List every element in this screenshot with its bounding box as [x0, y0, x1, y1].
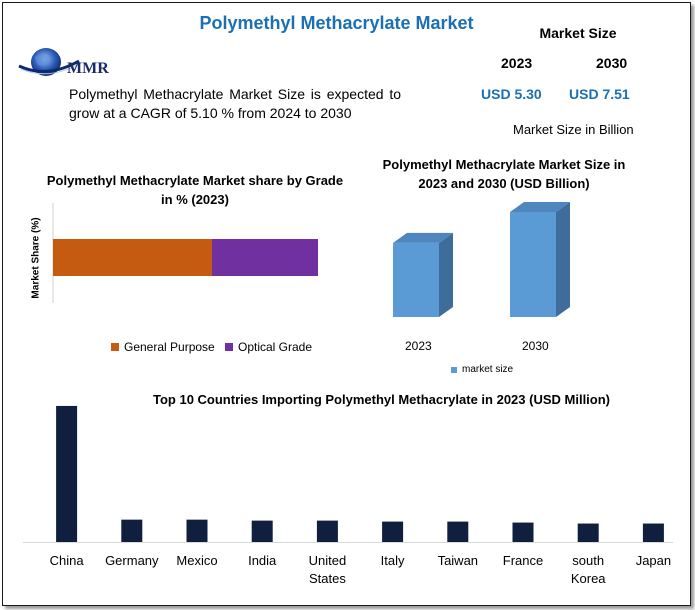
legend-market-size: market size [451, 364, 513, 375]
import-bar-taiwan [447, 521, 469, 542]
import-tick-label-mexico: Mexico [176, 553, 217, 568]
share-chart-title: Polymethyl Methacrylate Market share by … [46, 173, 344, 207]
import-bar-italy [382, 521, 404, 542]
share-bar-optical-grade [212, 239, 318, 276]
import-bar-china [56, 405, 78, 542]
import-tick-label-south-korea: south Korea [571, 553, 606, 586]
market-size-value-start: USD 5.30 [481, 86, 542, 102]
size-tick-label-2030: 2030 [522, 339, 549, 353]
market-size-value-end: USD 7.51 [569, 86, 630, 102]
import-chart: China Germany Mexico India United States Italy… [23, 405, 673, 586]
market-size-title: Market Size [539, 25, 617, 41]
legend-optical-grade: Optical Grade [225, 340, 312, 354]
import-tick-label-germany: Germany [105, 553, 159, 568]
import-bar-south-korea [577, 523, 599, 542]
size-bar-side-2030 [556, 202, 570, 317]
intro-text: Polymethyl Methacrylate Market Size is e… [69, 86, 401, 121]
import-tick-label-france: France [503, 553, 543, 568]
import-bar-france [512, 522, 534, 542]
size-bar-2023 [393, 242, 439, 317]
legend-label-market-size: market size [462, 364, 514, 375]
import-tick-label-taiwan: Taiwan [438, 553, 478, 568]
import-bar-united-states [316, 520, 338, 542]
import-bar-india [251, 520, 273, 542]
logo-text: MMR [67, 60, 109, 77]
market-size-year-end: 2030 [596, 55, 628, 71]
size-chart: 2023 2030 [393, 202, 570, 353]
legend-label-general-purpose: General Purpose [124, 340, 215, 354]
import-tick-label-japan: Japan [636, 553, 671, 568]
share-chart-ylabel: Market Share (%) [30, 217, 42, 299]
import-chart-title: Top 10 Countries Importing Polymethyl Me… [153, 392, 610, 407]
size-bar-2030 [510, 212, 556, 317]
size-bar-side-2023 [439, 232, 453, 317]
size-chart-title: Polymethyl Methacrylate Market Size in 2… [382, 157, 626, 191]
import-tick-label-china: China [50, 553, 85, 568]
page-title: Polymethyl Methacrylate Market [199, 13, 474, 33]
legend-general-purpose: General Purpose [111, 340, 215, 354]
import-bar-japan [642, 523, 664, 542]
import-tick-label-united-states: United States [309, 553, 347, 586]
share-bar-general-purpose [53, 239, 212, 276]
import-tick-label-india: India [248, 553, 277, 568]
share-chart [52, 203, 318, 303]
market-size-year-start: 2023 [501, 55, 533, 71]
legend-swatch-general-purpose [111, 343, 119, 351]
market-size-unit: Market Size in Billion [513, 122, 634, 137]
import-bar-mexico [186, 519, 208, 542]
legend-swatch-market-size [451, 366, 457, 373]
size-bar-top-2030 [510, 202, 570, 212]
legend-swatch-optical-grade [225, 343, 233, 351]
legend-label-optical-grade: Optical Grade [238, 340, 313, 354]
import-bar-germany [121, 519, 143, 542]
size-tick-label-2023: 2023 [405, 339, 432, 353]
globe-icon [18, 48, 82, 76]
import-tick-label-italy: Italy [381, 553, 405, 568]
mmr-logo: MMR [17, 45, 127, 83]
size-bar-top-2023 [393, 232, 453, 243]
